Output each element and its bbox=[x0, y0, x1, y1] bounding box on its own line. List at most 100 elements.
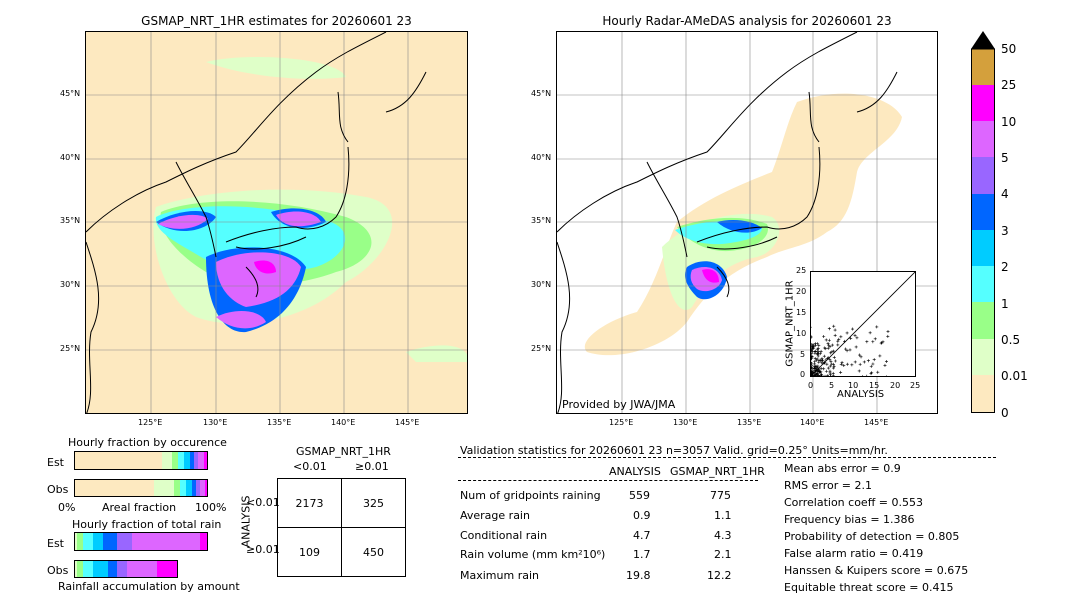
colorbar-seg-4-5 bbox=[971, 157, 995, 194]
scatter-point bbox=[810, 346, 814, 350]
validation-row-label: Conditional rain bbox=[460, 529, 548, 542]
colorbar-seg-25-50 bbox=[971, 49, 995, 85]
validation-row-analysis: 1.7 bbox=[633, 548, 651, 561]
validation-row-analysis: 19.8 bbox=[626, 569, 651, 582]
score-pod: Probability of detection = 0.805 bbox=[784, 530, 960, 543]
scatter-point bbox=[855, 336, 859, 340]
left-lat-tick-30: 30°N bbox=[60, 280, 81, 289]
scatter-point bbox=[865, 374, 869, 377]
scatter-point bbox=[886, 334, 890, 338]
rain-fraction-footer: Rainfall accumulation by amount bbox=[58, 580, 240, 593]
left-map-title: GSMAP_NRT_1HR estimates for 20260601 23 bbox=[141, 14, 412, 28]
right-lon-tick-125: 125°E bbox=[609, 418, 634, 427]
scatter-point bbox=[810, 325, 812, 329]
right-map-title: Hourly Radar-AMeDAS analysis for 2026060… bbox=[602, 14, 892, 28]
scatter-point bbox=[883, 363, 887, 367]
scatter-point bbox=[849, 336, 853, 340]
contingency-row: 2173 325 bbox=[277, 478, 406, 528]
colorbar-seg-2-3 bbox=[971, 230, 995, 266]
colorbar-seg-5-10 bbox=[971, 121, 995, 157]
colorbar-seg-001-05 bbox=[971, 339, 995, 375]
right-lat-tick-25: 25°N bbox=[531, 344, 552, 353]
scatter-point bbox=[854, 345, 858, 349]
colorbar-extend-arrow bbox=[971, 31, 995, 49]
scatter-point bbox=[832, 365, 836, 369]
colorbar-label-001: 0.01 bbox=[1001, 369, 1028, 383]
scatter-point bbox=[844, 347, 848, 351]
validation-divider bbox=[458, 457, 996, 458]
scatter-point bbox=[831, 366, 835, 370]
scatter-point bbox=[817, 343, 821, 347]
scatter-xtick-0: 0 bbox=[808, 381, 814, 390]
scatter-point bbox=[810, 342, 813, 346]
validation-row-gsmap: 2.1 bbox=[714, 548, 732, 561]
scatter-point bbox=[826, 356, 830, 360]
scatter-point bbox=[865, 340, 869, 344]
scatter-point bbox=[868, 331, 872, 335]
validation-row-analysis: 0.9 bbox=[633, 509, 651, 522]
contingency-cell: 109 bbox=[277, 527, 342, 577]
scatter-point bbox=[828, 364, 832, 368]
scatter-points bbox=[810, 324, 890, 377]
scatter-point bbox=[813, 370, 817, 374]
scatter-point bbox=[833, 328, 837, 332]
scatter-point bbox=[845, 349, 849, 353]
validation-subdivider bbox=[458, 480, 758, 481]
scatter-point bbox=[830, 362, 834, 366]
scatter-point bbox=[833, 333, 837, 337]
scatter-point bbox=[822, 354, 826, 358]
scatter-point bbox=[832, 355, 836, 359]
rain-fraction-bars bbox=[74, 532, 208, 578]
left-map-canvas bbox=[86, 32, 467, 413]
right-lat-tick-40: 40°N bbox=[531, 153, 552, 162]
colorbar-label-25: 25 bbox=[1001, 78, 1017, 92]
scatter-point bbox=[810, 352, 812, 356]
scatter-point bbox=[815, 368, 819, 372]
scatter-point bbox=[824, 358, 828, 362]
left-map-grid bbox=[86, 32, 467, 413]
validation-header: Validation statistics for 20260601 23 n=… bbox=[460, 444, 888, 457]
contingency-row: 109 450 bbox=[277, 527, 406, 577]
left-coastlines bbox=[86, 32, 427, 413]
scatter-point bbox=[810, 358, 812, 362]
scatter-point bbox=[859, 355, 863, 359]
scatter-point bbox=[828, 357, 832, 361]
scatter-point bbox=[826, 341, 830, 345]
scatter-point bbox=[810, 354, 812, 358]
scatter-xlabel: ANALYSIS bbox=[837, 389, 885, 400]
scatter-point bbox=[873, 337, 877, 341]
left-lat-tick-35: 35°N bbox=[60, 216, 81, 225]
scatter-point bbox=[819, 374, 823, 377]
scatter-point bbox=[821, 361, 825, 365]
validation-row-label: Maximum rain bbox=[460, 569, 539, 582]
occurrence-axis-right: 100% bbox=[195, 501, 227, 514]
scatter-ylabel: GSMAP_NRT_1HR bbox=[784, 280, 796, 367]
scatter-point bbox=[848, 348, 852, 352]
scatter-point bbox=[822, 346, 826, 350]
scatter-point bbox=[822, 367, 826, 371]
scatter-point bbox=[815, 350, 819, 354]
scatter-point bbox=[812, 366, 816, 370]
scatter-point bbox=[836, 343, 840, 347]
right-lat-tick-30: 30°N bbox=[531, 280, 552, 289]
right-lat-tick-35: 35°N bbox=[531, 216, 552, 225]
rain-fraction-title: Hourly fraction of total rain bbox=[72, 518, 222, 531]
right-lon-tick-145: 145°E bbox=[864, 418, 889, 427]
scatter-point bbox=[810, 366, 813, 370]
colorbar-label-0: 0 bbox=[1001, 406, 1009, 420]
scatter-point bbox=[824, 338, 828, 342]
scatter-xtick-15: 15 bbox=[869, 381, 880, 390]
scatter-point bbox=[810, 335, 813, 339]
scatter-point bbox=[814, 372, 818, 376]
colorbar-label-10: 10 bbox=[1001, 115, 1017, 129]
scatter-point bbox=[823, 361, 827, 365]
scatter-point bbox=[886, 330, 890, 334]
validation-row-gsmap: 1.1 bbox=[714, 509, 732, 522]
scatter-point bbox=[827, 327, 831, 331]
scatter-point bbox=[870, 371, 874, 375]
scatter-point bbox=[832, 324, 836, 328]
scatter-point bbox=[857, 369, 861, 373]
right-lat-tick-45: 45°N bbox=[531, 89, 552, 98]
scatter-xtick-10: 10 bbox=[848, 381, 859, 390]
scatter-point bbox=[861, 375, 865, 377]
